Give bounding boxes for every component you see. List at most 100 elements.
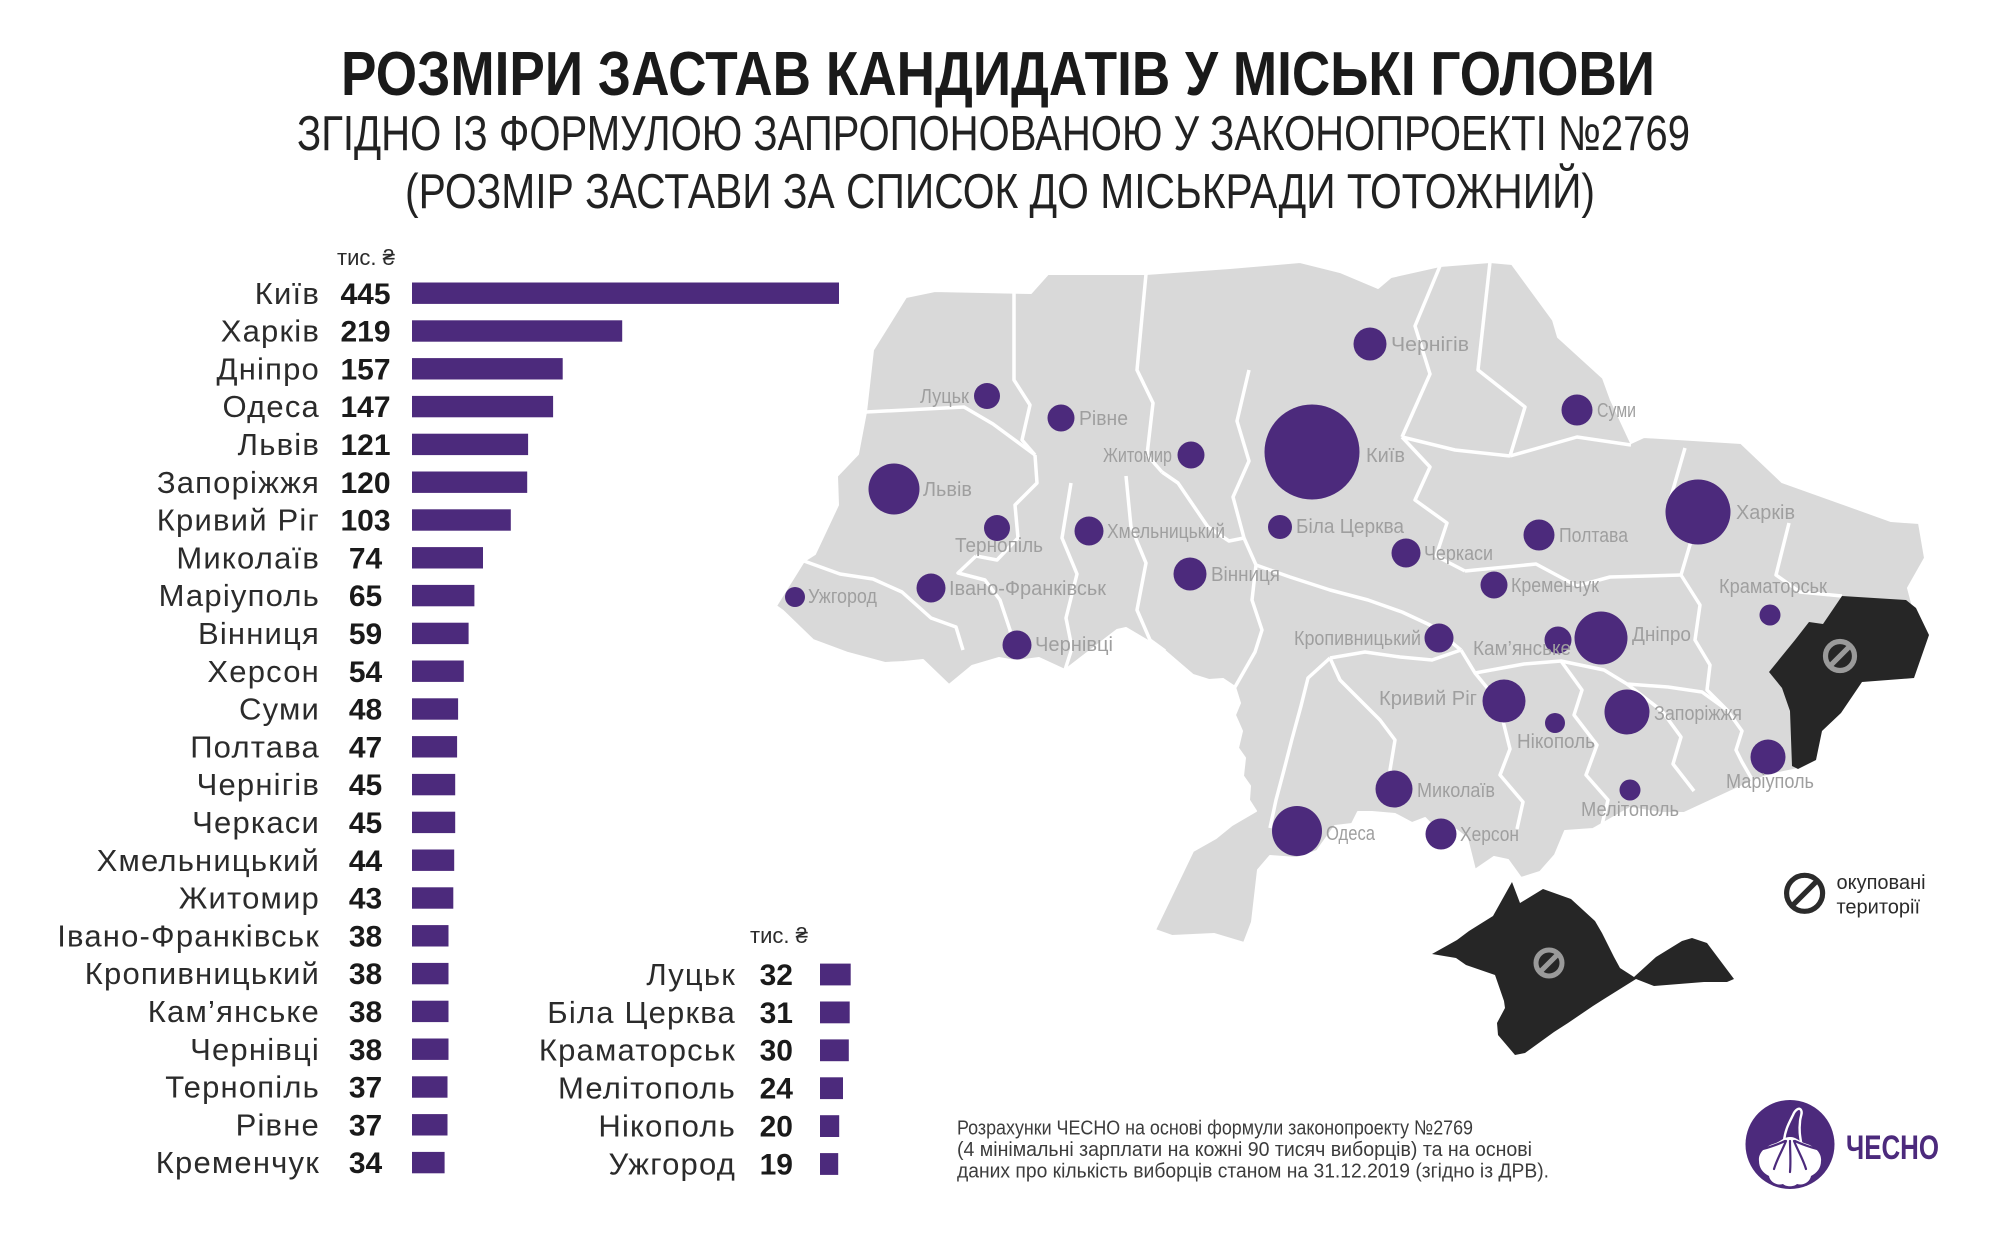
svg-text:38: 38 xyxy=(349,996,382,1029)
svg-text:38: 38 xyxy=(349,958,382,991)
svg-text:20: 20 xyxy=(760,1111,793,1144)
svg-text:Луцьк: Луцьк xyxy=(646,957,736,992)
svg-text:Кам’янське: Кам’янське xyxy=(1473,638,1571,660)
svg-text:Луцьк: Луцьк xyxy=(920,386,969,408)
svg-text:47: 47 xyxy=(349,731,382,764)
svg-text:24: 24 xyxy=(760,1073,794,1106)
svg-text:Краматорськ: Краматорськ xyxy=(1719,576,1827,598)
svg-text:45: 45 xyxy=(349,769,382,802)
svg-text:Тернопіль: Тернопіль xyxy=(165,1070,320,1105)
svg-text:Рівне: Рівне xyxy=(236,1107,320,1142)
svg-text:ЧЕСНО: ЧЕСНО xyxy=(1846,1129,1939,1167)
svg-text:Житомир: Житомир xyxy=(179,881,320,916)
svg-text:(РОЗМІР ЗАСТАВИ ЗА СПИСОК ДО М: (РОЗМІР ЗАСТАВИ ЗА СПИСОК ДО МІСЬКРАДИ Т… xyxy=(405,164,1595,219)
svg-text:даних про кількість виборців с: даних про кількість виборців станом на 3… xyxy=(957,1160,1549,1183)
svg-text:Кривий Ріг: Кривий Ріг xyxy=(157,503,320,538)
svg-text:тис. ₴: тис. ₴ xyxy=(750,923,809,948)
svg-text:103: 103 xyxy=(340,505,390,538)
svg-text:Запоріжжя: Запоріжжя xyxy=(157,465,320,500)
svg-text:Київ: Київ xyxy=(1366,445,1405,467)
svg-text:45: 45 xyxy=(349,807,382,840)
svg-text:Вінниця: Вінниця xyxy=(1211,564,1280,586)
svg-text:окуповані: окуповані xyxy=(1837,872,1926,894)
svg-text:Тернопіль: Тернопіль xyxy=(955,535,1043,557)
svg-text:43: 43 xyxy=(349,883,382,916)
svg-text:Херсон: Херсон xyxy=(1460,824,1519,846)
svg-text:Львів: Львів xyxy=(238,427,320,462)
svg-text:Чернівці: Чернівці xyxy=(190,1032,320,1067)
svg-text:Маріуполь: Маріуполь xyxy=(1726,771,1814,793)
svg-text:РОЗМІРИ ЗАСТАВ КАНДИДАТІВ У МІ: РОЗМІРИ ЗАСТАВ КАНДИДАТІВ У МІСЬКІ ГОЛОВ… xyxy=(341,40,1655,109)
svg-text:Нікополь: Нікополь xyxy=(1517,731,1595,753)
svg-text:Вінниця: Вінниця xyxy=(198,616,320,651)
svg-text:Краматорськ: Краматорськ xyxy=(539,1033,736,1068)
svg-text:44: 44 xyxy=(349,845,383,878)
svg-text:74: 74 xyxy=(349,542,383,575)
svg-text:59: 59 xyxy=(349,618,382,651)
svg-text:Хмельницький: Хмельницький xyxy=(1107,521,1225,543)
svg-text:Кременчук: Кременчук xyxy=(1511,575,1599,597)
svg-text:Суми: Суми xyxy=(1597,400,1636,422)
svg-text:37: 37 xyxy=(349,1109,382,1142)
svg-text:Дніпро: Дніпро xyxy=(217,351,320,386)
svg-text:Кременчук: Кременчук xyxy=(156,1145,320,1180)
svg-text:Миколаїв: Миколаїв xyxy=(176,540,320,575)
svg-text:Одеса: Одеса xyxy=(222,389,320,424)
svg-text:Чернігів: Чернігів xyxy=(1391,334,1469,356)
svg-text:Кривий Ріг: Кривий Ріг xyxy=(1379,688,1477,710)
svg-text:38: 38 xyxy=(349,920,382,953)
svg-text:Полтава: Полтава xyxy=(190,729,320,764)
svg-text:Кам’янське: Кам’янське xyxy=(148,994,320,1029)
svg-text:Одеса: Одеса xyxy=(1326,823,1376,845)
svg-text:65: 65 xyxy=(349,580,382,613)
svg-text:Харків: Харків xyxy=(221,314,320,349)
svg-text:Житомир: Житомир xyxy=(1103,445,1172,467)
svg-text:37: 37 xyxy=(349,1072,382,1105)
svg-text:Біла Церква: Біла Церква xyxy=(547,995,736,1030)
svg-text:ЗГІДНО ІЗ ФОРМУЛОЮ ЗАПРОПОНОВА: ЗГІДНО ІЗ ФОРМУЛОЮ ЗАПРОПОНОВАНОЮ У ЗАКО… xyxy=(297,107,1690,161)
svg-text:Полтава: Полтава xyxy=(1559,525,1629,547)
svg-text:Черкаси: Черкаси xyxy=(1424,543,1493,565)
svg-text:121: 121 xyxy=(340,429,390,462)
svg-text:Хмельницький: Хмельницький xyxy=(97,843,320,878)
svg-text:Черкаси: Черкаси xyxy=(192,805,320,840)
svg-text:Івано-Франківськ: Івано-Франківськ xyxy=(949,578,1106,600)
svg-text:Івано-Франківськ: Івано-Франківськ xyxy=(57,918,320,953)
svg-text:Чернівці: Чернівці xyxy=(1035,634,1113,656)
svg-text:157: 157 xyxy=(340,353,390,386)
svg-text:Розрахунки ЧЕСНО на основі фор: Розрахунки ЧЕСНО на основі формули закон… xyxy=(957,1117,1473,1140)
svg-text:Львів: Львів xyxy=(923,479,972,501)
svg-text:Мелітополь: Мелітополь xyxy=(558,1071,736,1106)
svg-text:Рівне: Рівне xyxy=(1079,408,1128,430)
svg-text:19: 19 xyxy=(760,1148,793,1181)
svg-text:Кропивницький: Кропивницький xyxy=(1294,628,1421,650)
svg-text:147: 147 xyxy=(340,391,390,424)
svg-text:31: 31 xyxy=(760,997,793,1030)
svg-text:445: 445 xyxy=(340,278,390,311)
svg-text:Суми: Суми xyxy=(239,692,320,727)
svg-text:30: 30 xyxy=(760,1035,793,1068)
svg-text:Миколаїв: Миколаїв xyxy=(1417,780,1495,802)
svg-text:219: 219 xyxy=(340,316,390,349)
svg-text:Харків: Харків xyxy=(1736,502,1795,524)
svg-text:54: 54 xyxy=(349,656,383,689)
svg-text:Херсон: Херсон xyxy=(207,654,320,689)
svg-text:Ужгород: Ужгород xyxy=(808,586,877,608)
svg-text:Маріуполь: Маріуполь xyxy=(159,578,320,613)
svg-text:120: 120 xyxy=(340,467,390,500)
svg-text:(4 мінімальні зарплати на кожн: (4 мінімальні зарплати на кожні 90 тисяч… xyxy=(957,1138,1532,1161)
svg-text:Ужгород: Ужгород xyxy=(608,1146,736,1181)
svg-text:тис. ₴: тис. ₴ xyxy=(337,245,396,270)
svg-text:Запоріжжя: Запоріжжя xyxy=(1654,703,1742,725)
svg-text:38: 38 xyxy=(349,1034,382,1067)
svg-text:Дніпро: Дніпро xyxy=(1632,624,1691,646)
svg-text:Нікополь: Нікополь xyxy=(598,1109,736,1144)
svg-text:48: 48 xyxy=(349,694,382,727)
svg-text:Мелітополь: Мелітополь xyxy=(1581,799,1679,821)
svg-text:Київ: Київ xyxy=(255,276,320,311)
svg-text:32: 32 xyxy=(760,959,793,992)
svg-text:34: 34 xyxy=(349,1147,383,1180)
svg-text:Чернігів: Чернігів xyxy=(197,767,320,802)
svg-text:Біла Церква: Біла Церква xyxy=(1296,516,1405,538)
svg-text:території: території xyxy=(1837,897,1921,919)
